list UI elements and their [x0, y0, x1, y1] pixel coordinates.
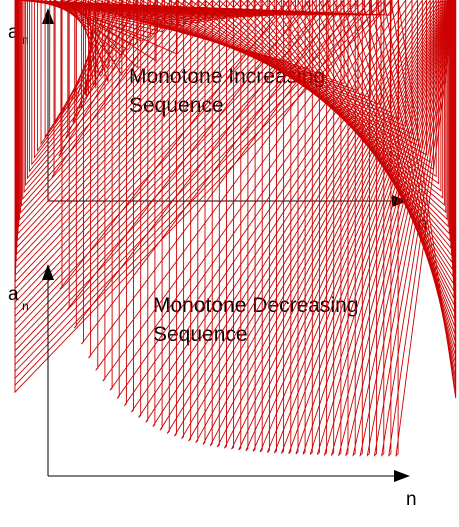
bottom-x-label: n: [406, 489, 417, 510]
decreasing-point: [59, 0, 290, 290]
top-y-label: a: [8, 22, 19, 43]
increasing-point: [23, 0, 193, 194]
decreasing-plot: a n n Monotone Decreasing Sequence: [8, 0, 457, 510]
decreasing-point: [202, 0, 445, 445]
decreasing-point: [181, 0, 440, 440]
decreasing-sequence-points: [59, 0, 457, 457]
decreasing-point: [81, 0, 345, 345]
decreasing-point: [223, 0, 449, 449]
decreasing-point: [188, 0, 442, 442]
increasing-point: [72, 0, 123, 123]
decreasing-point: [131, 0, 413, 413]
decreasing-point: [95, 0, 371, 371]
decreasing-point: [138, 0, 418, 418]
top-y-axis-arrow: [42, 8, 54, 24]
decreasing-point: [231, 0, 450, 450]
decreasing-point: [252, 0, 452, 452]
bottom-x-axis-arrow: [394, 470, 410, 482]
increasing-point: [14, 0, 317, 318]
increasing-point: [22, 0, 200, 201]
bottom-y-label: a: [8, 284, 19, 305]
bottom-caption-line1: Monotone Decreasing: [153, 294, 358, 317]
bottom-y-axis-arrow: [42, 264, 54, 280]
decreasing-point: [123, 0, 407, 407]
decreasing-point: [173, 0, 437, 437]
decreasing-point: [366, 0, 456, 457]
decreasing-point: [395, 0, 457, 457]
decreasing-point: [245, 0, 452, 452]
decreasing-point: [102, 0, 382, 382]
decreasing-point: [259, 0, 453, 453]
decreasing-point: [216, 0, 448, 448]
decreasing-point: [209, 0, 447, 447]
bottom-y-label-subscript: n: [22, 299, 29, 313]
decreasing-point: [238, 0, 451, 451]
increasing-point: [21, 0, 207, 207]
decreasing-point: [73, 0, 329, 329]
